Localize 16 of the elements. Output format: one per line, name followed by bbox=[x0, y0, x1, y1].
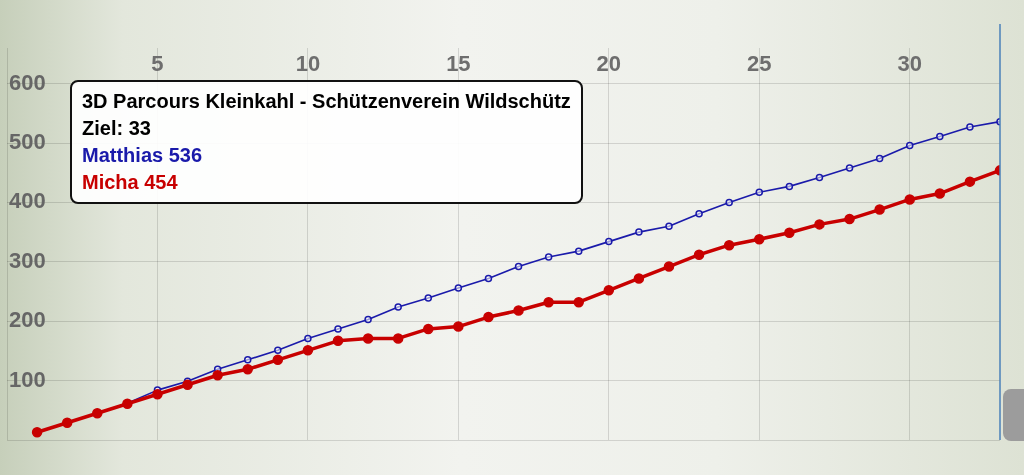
x-tick-label: 5 bbox=[151, 51, 164, 77]
text: Micha 454 bbox=[82, 170, 179, 195]
text: Ziel: 33 bbox=[82, 116, 152, 141]
text: 3D Parcours Kleinkahl - Schützenverein Wildschütz bbox=[82, 89, 571, 114]
x-tick-label: 30 bbox=[897, 51, 922, 77]
y-tick-label: 200 bbox=[9, 307, 46, 333]
text: Matthias 536 bbox=[82, 143, 204, 168]
x-tick-label: 20 bbox=[596, 51, 622, 77]
y-tick-label: 100 bbox=[9, 366, 46, 392]
y-tick-label: 300 bbox=[9, 247, 46, 273]
x-tick-label: 10 bbox=[295, 51, 321, 77]
y-tick-label: 500 bbox=[9, 129, 46, 155]
y-tick-label: 600 bbox=[9, 69, 46, 95]
y-tick-label: 400 bbox=[9, 188, 46, 214]
x-tick-label: 25 bbox=[747, 51, 772, 77]
x-tick-label: 15 bbox=[446, 51, 471, 77]
